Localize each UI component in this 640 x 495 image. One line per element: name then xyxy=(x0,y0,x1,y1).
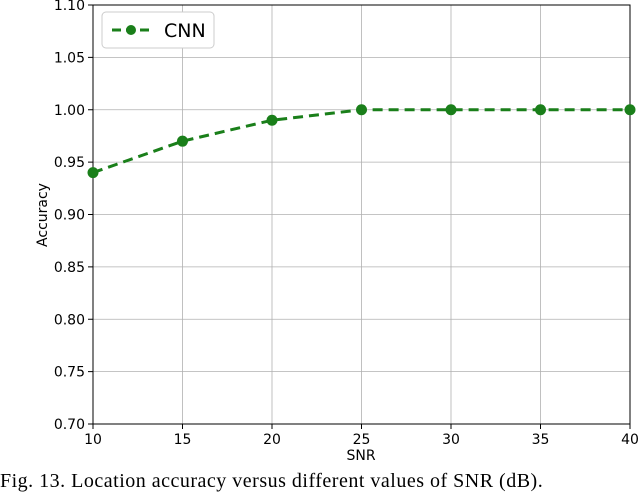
x-tick-label: 20 xyxy=(263,432,281,448)
x-tick-label: 15 xyxy=(174,432,192,448)
y-tick-label: 0.75 xyxy=(54,365,85,381)
data-point xyxy=(535,104,546,116)
x-tick-label: 35 xyxy=(532,432,550,448)
x-tick-label: 40 xyxy=(621,432,639,448)
y-axis-label: Accuracy xyxy=(35,183,51,247)
y-tick-label: 0.90 xyxy=(54,208,85,224)
series-layer xyxy=(87,104,636,179)
x-tick-label: 25 xyxy=(353,432,371,448)
legend-swatch-marker xyxy=(126,25,136,35)
y-tick-label: 0.85 xyxy=(54,260,85,276)
y-tick-label: 0.95 xyxy=(54,155,85,171)
x-tick-label: 10 xyxy=(84,432,102,448)
data-point xyxy=(177,135,188,147)
data-point xyxy=(356,104,367,116)
data-point xyxy=(87,167,99,179)
figure-caption: Fig. 13. Location accuracy versus differ… xyxy=(0,470,544,492)
legend-label: CNN xyxy=(164,20,206,42)
data-point xyxy=(445,104,457,116)
x-axis-label: SNR xyxy=(346,448,375,464)
y-tick-label: 1.10 xyxy=(54,0,85,14)
legend-box xyxy=(101,11,215,49)
axis-ticks: 10 15 20 25 30 35 40 0.70 0.75 0.80 0.85 0.90 0.95 1.… xyxy=(54,0,639,448)
grid xyxy=(92,4,631,425)
data-point xyxy=(624,104,636,116)
chart: 10 15 20 25 30 35 40 0.70 0.75 0.80 0.85 0.90 0.95 1.… xyxy=(35,0,639,464)
y-tick-label: 1.05 xyxy=(54,50,85,66)
legend: CNN xyxy=(101,11,215,49)
y-tick-label: 1.00 xyxy=(54,103,85,119)
y-tick-label: 0.70 xyxy=(54,417,85,433)
data-point xyxy=(266,114,278,126)
x-tick-label: 30 xyxy=(442,432,460,448)
y-tick-label: 0.80 xyxy=(54,312,85,328)
